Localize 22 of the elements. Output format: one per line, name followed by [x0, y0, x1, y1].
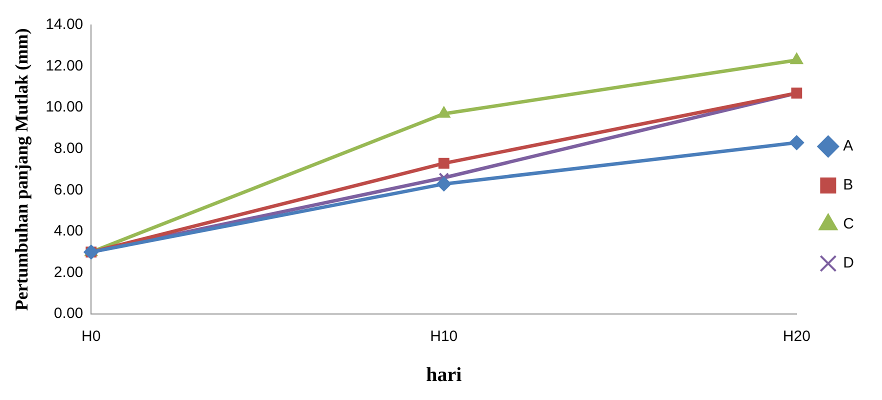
- y-tick-label: 10.00: [46, 98, 84, 116]
- x-tick-label: H0: [82, 328, 101, 346]
- y-tick-label: 0.00: [54, 305, 84, 322]
- point: [436, 176, 452, 192]
- point: [790, 52, 804, 64]
- y-tick-label: 2.00: [54, 264, 84, 281]
- x-axis-title: hari: [426, 364, 462, 386]
- legend-label: A: [843, 138, 854, 155]
- y-tick-label: 12.00: [46, 57, 84, 74]
- y-tick-label: 8.00: [54, 140, 84, 157]
- y-tick-label: 14.00: [46, 16, 84, 34]
- legend-label: C: [843, 216, 854, 233]
- legend-label: D: [843, 254, 854, 272]
- x-tick-label: H20: [782, 328, 810, 346]
- point: [789, 135, 804, 150]
- point: [438, 158, 450, 169]
- x-tick-label: H10: [430, 328, 458, 346]
- y-tick-label: 6.00: [54, 181, 84, 198]
- point: [437, 106, 450, 118]
- legend-label: B: [843, 176, 854, 194]
- y-tick-label: 4.00: [54, 222, 84, 240]
- y-axis-title: Pertumbuhan panjang Mutlak (mm): [11, 28, 32, 311]
